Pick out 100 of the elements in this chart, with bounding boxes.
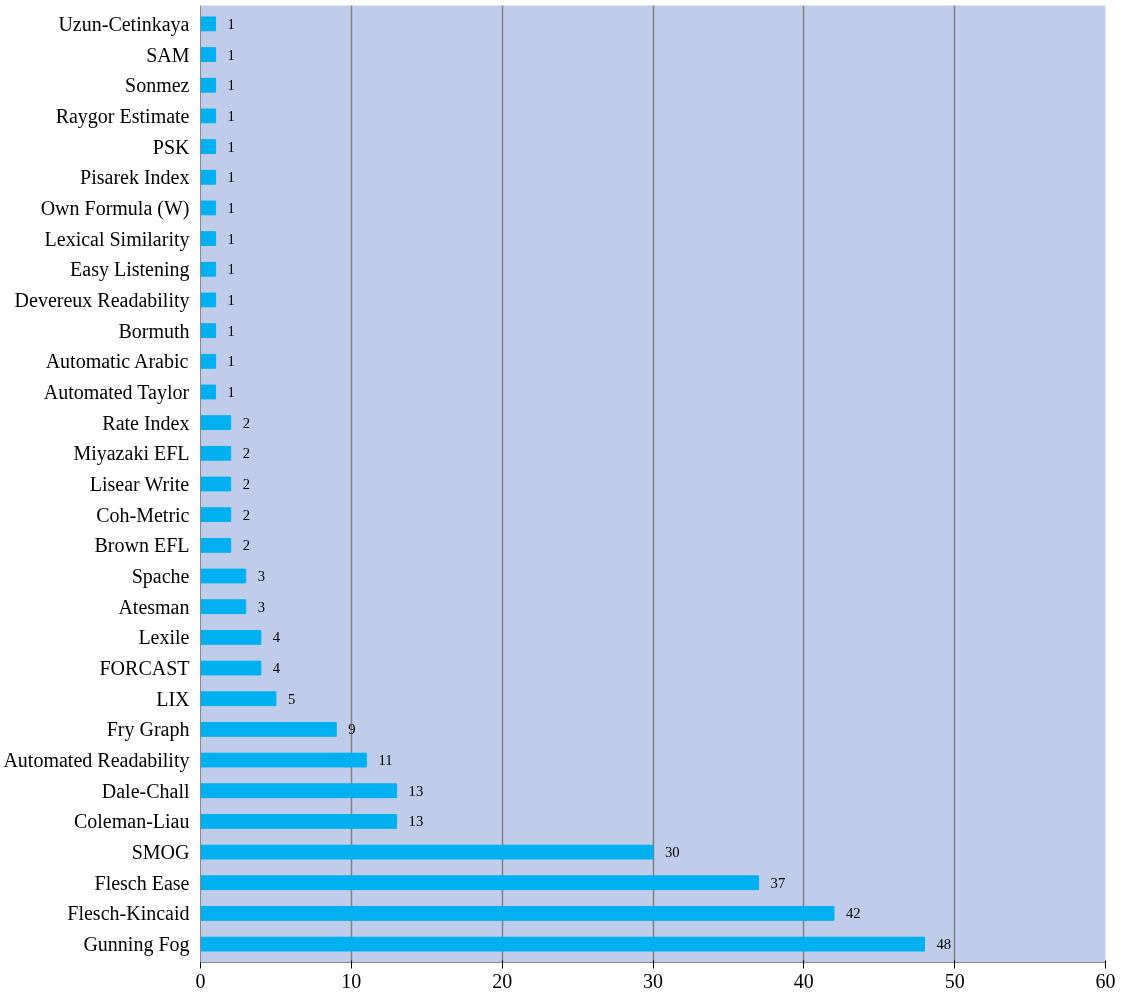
y-tick-label: Fry Graph: [106, 718, 190, 742]
y-tick-label: Devereux Readability: [14, 288, 190, 312]
bar: [200, 783, 398, 799]
bar: [200, 476, 232, 492]
y-tick-label: Lexile: [138, 626, 190, 649]
x-tick-label: 20: [492, 969, 513, 992]
y-tick-label: SAM: [146, 43, 190, 66]
bar: [200, 599, 247, 615]
bar: [200, 906, 835, 921]
data-label: 2: [242, 506, 250, 523]
bar: [200, 691, 277, 707]
bar: [200, 721, 337, 737]
bar: [200, 415, 232, 431]
y-tick-label: Atesman: [118, 595, 190, 618]
data-label: 13: [408, 813, 424, 830]
bar: [200, 752, 367, 768]
data-label: 1: [227, 107, 235, 124]
y-tick-label: Coh-Metric: [96, 503, 190, 526]
bar: [200, 47, 217, 62]
bar: [200, 292, 217, 308]
x-tick-label: 0: [195, 969, 206, 992]
bar: [200, 814, 398, 829]
data-label: 1: [227, 291, 235, 308]
data-label: 1: [227, 353, 235, 370]
data-label: 1: [227, 46, 235, 63]
data-label: 3: [257, 568, 266, 585]
y-tick-label: LIX: [156, 687, 191, 710]
data-label: 1: [227, 77, 235, 94]
bar: [200, 323, 217, 339]
y-tick-label: Lisear Write: [89, 473, 190, 495]
y-tick-label: Coleman-Liau: [73, 810, 190, 833]
bar: [200, 568, 247, 584]
y-tick-label: FORCAST: [99, 657, 190, 680]
y-tick-label: Flesch Ease: [94, 871, 190, 894]
y-tick-label: Rate Index: [102, 411, 190, 434]
bar: [200, 16, 217, 32]
bar: [200, 936, 925, 952]
data-label: 42: [846, 905, 861, 922]
x-tick-label: 40: [793, 969, 814, 992]
y-tick-label: Pisarek Index: [80, 166, 190, 189]
data-label: 37: [770, 874, 786, 891]
x-tick-label: 30: [643, 969, 663, 992]
y-tick-label: SMOG: [131, 841, 190, 864]
bar: [200, 200, 217, 216]
data-label: 11: [378, 752, 393, 769]
data-label: 4: [272, 660, 281, 677]
y-tick-label: Flesch-Kincaid: [67, 902, 190, 925]
data-label: 1: [227, 138, 235, 155]
bar: [200, 629, 262, 645]
bar: [200, 384, 217, 400]
data-label: 1: [227, 169, 235, 186]
y-tick-label: Sonmez: [125, 74, 190, 97]
y-tick-label: Spache: [131, 565, 190, 589]
bar: [200, 108, 217, 124]
data-label: 1: [227, 199, 235, 216]
bar: [200, 537, 232, 553]
x-tick-label: 10: [341, 969, 362, 992]
y-tick-label: Easy Listening: [70, 258, 190, 282]
bar: [200, 139, 217, 154]
y-tick-label: Automatic Arabic: [45, 350, 189, 373]
data-label: 2: [242, 537, 250, 554]
y-tick-label: Uzun-Cetinkaya: [58, 12, 190, 36]
bar: [200, 660, 262, 676]
data-label: 13: [408, 782, 424, 799]
y-tick-label: Automated Taylor: [43, 380, 190, 404]
data-label: 1: [227, 230, 235, 247]
data-label: 9: [348, 721, 356, 738]
data-label: 2: [242, 445, 250, 462]
y-tick-label: Lexical Similarity: [44, 227, 190, 251]
y-tick-label: PSK: [152, 135, 191, 158]
data-label: 48: [936, 936, 952, 953]
y-tick-label: Own Formula (W): [40, 196, 190, 220]
data-label: 2: [242, 414, 250, 431]
data-label: 1: [227, 322, 235, 339]
y-tick-label: Gunning Fog: [83, 933, 190, 957]
bar: [200, 875, 760, 891]
bar: [200, 844, 654, 860]
data-label: 1: [227, 261, 235, 278]
data-label: 4: [272, 629, 281, 646]
y-tick-label: Raygor Estimate: [55, 104, 190, 128]
y-tick-label: Automated Readability: [3, 749, 190, 773]
x-tick-label: 60: [1095, 969, 1116, 992]
data-label: 1: [227, 383, 235, 400]
data-label: 1: [227, 15, 235, 32]
data-label: 30: [665, 844, 680, 861]
bar: [200, 445, 232, 461]
y-tick-label: Miyazaki EFL: [73, 442, 190, 466]
bar: [200, 169, 217, 185]
data-label: 3: [257, 598, 266, 615]
bar: [200, 231, 217, 247]
y-tick-label: Dale-Chall: [101, 779, 190, 802]
bar: [200, 77, 217, 93]
data-label: 2: [242, 476, 250, 492]
bar: [200, 353, 217, 369]
y-tick-label: Brown EFL: [94, 534, 190, 557]
bar: [200, 507, 232, 523]
bar: [200, 261, 217, 277]
y-tick-label: Bormuth: [118, 319, 190, 342]
data-label: 5: [287, 690, 296, 707]
x-tick-label: 50: [944, 969, 965, 992]
